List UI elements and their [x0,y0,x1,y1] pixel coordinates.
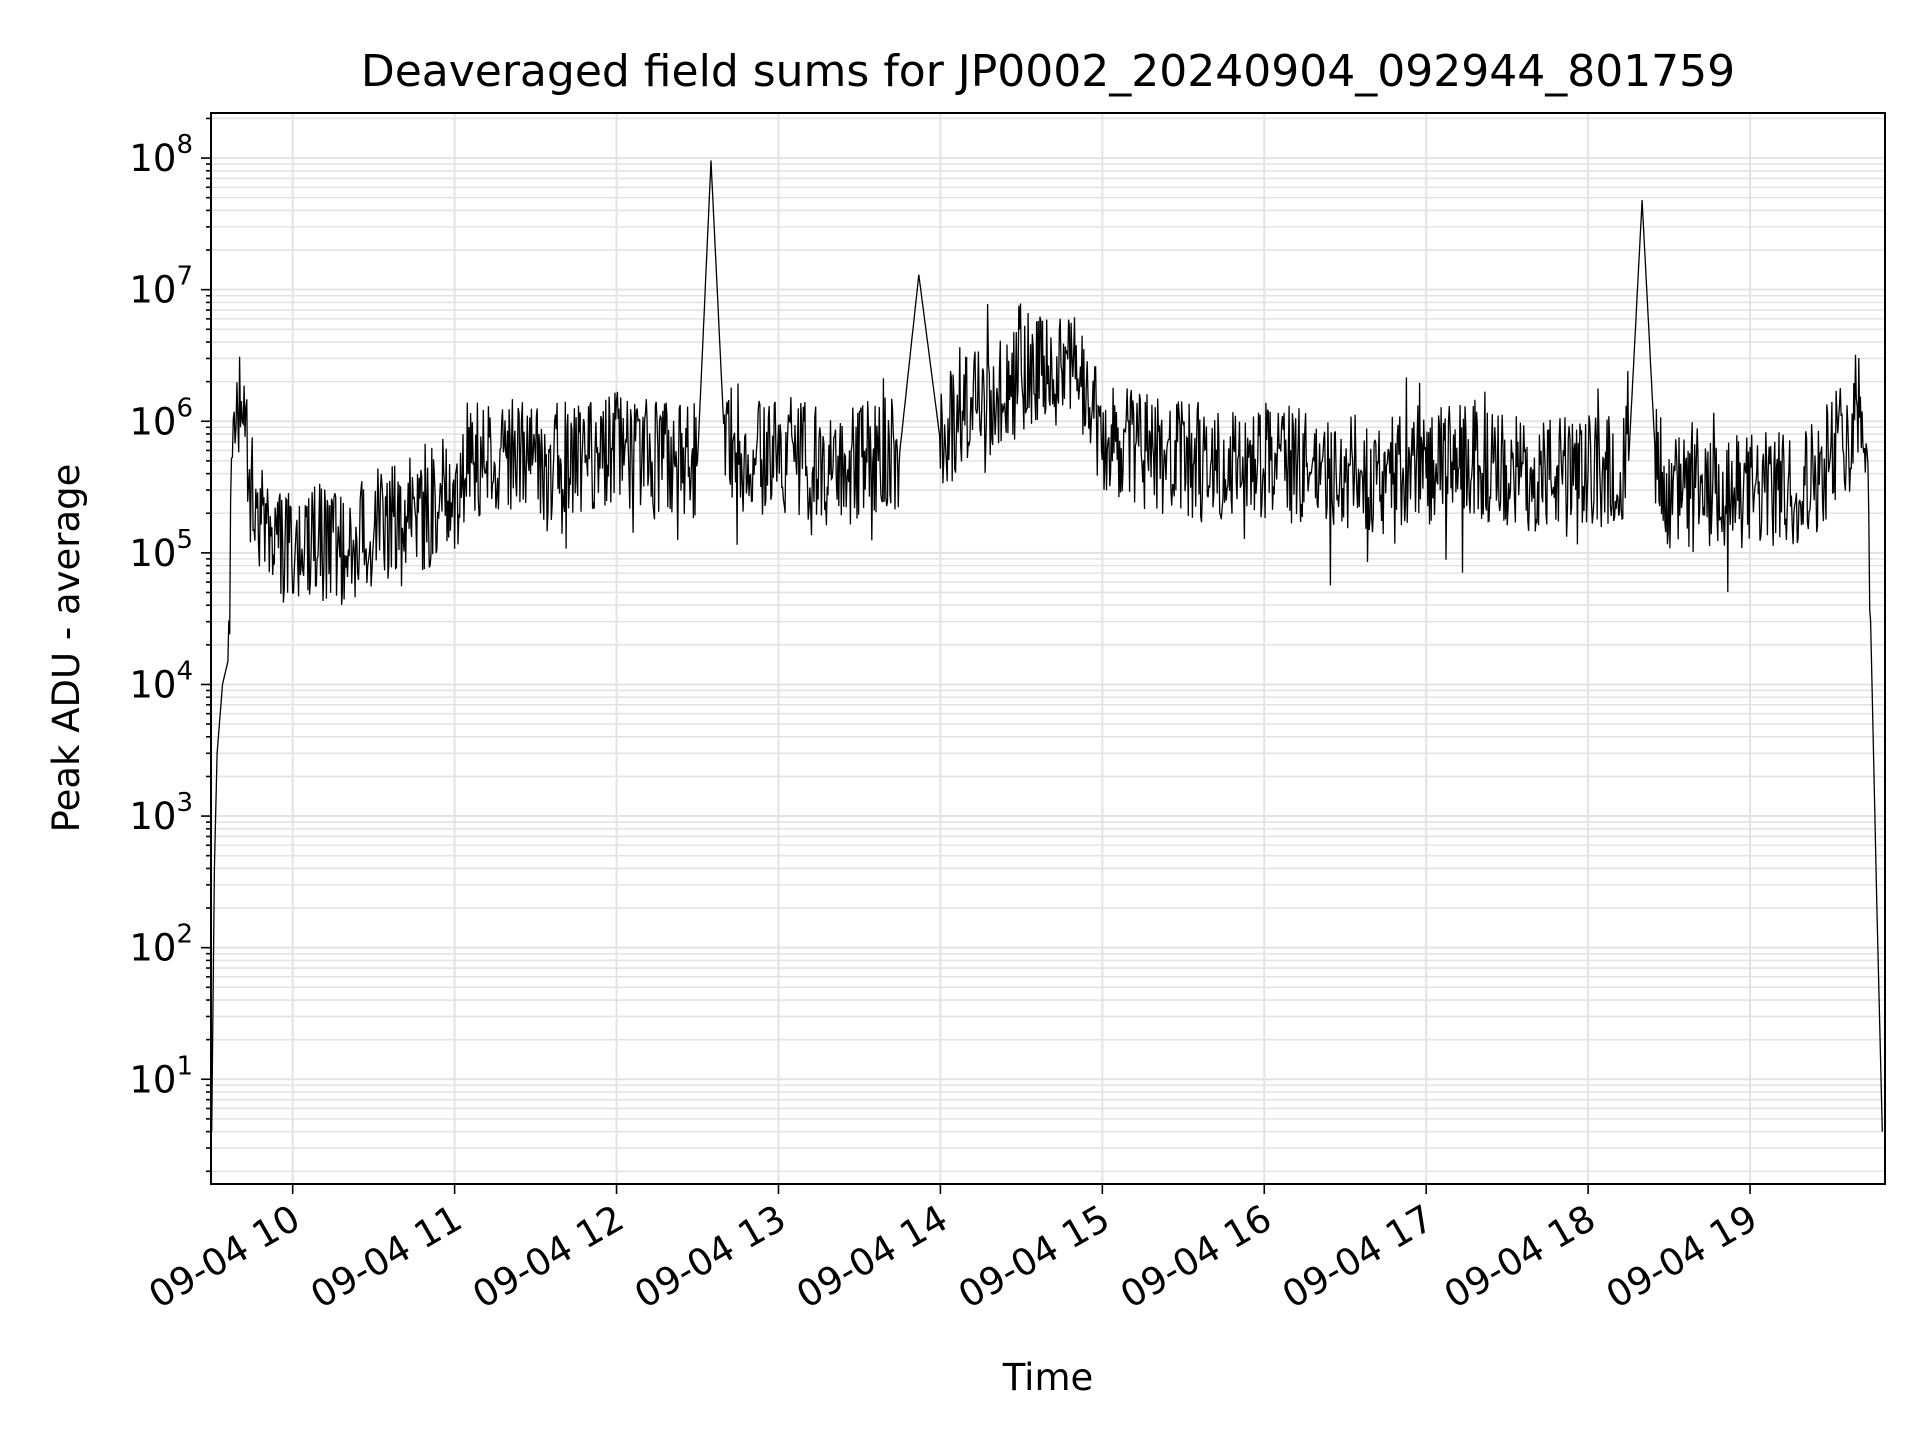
x-tick-label: 09-04 17 [1275,1197,1441,1317]
y-tick-label: 105 [129,525,193,575]
y-axis-label: Peak ADU - average [45,464,88,833]
plot-frame [210,112,1886,1185]
x-axis-label: Time [1002,1356,1094,1399]
y-tick-label: 104 [129,656,193,706]
x-tick-label: 09-04 13 [627,1197,793,1317]
grid-lines [211,113,1885,1184]
series-line [211,160,1883,1132]
y-tick-label: 108 [129,130,193,180]
x-tick-label: 09-04 18 [1437,1197,1603,1317]
x-tick-label: 09-04 12 [465,1197,631,1317]
chart-title: Deaveraged field sums for JP0002_2024090… [361,46,1735,97]
y-tick-label: 103 [129,788,193,838]
x-tick-label: 09-04 14 [789,1197,955,1317]
y-tick-label: 101 [129,1051,193,1101]
y-tick-label: 107 [129,262,193,312]
y-tick-label: 102 [129,920,193,970]
x-tick-label: 09-04 19 [1599,1197,1765,1317]
x-tick-label: 09-04 16 [1113,1197,1279,1317]
x-tick-label: 09-04 15 [951,1197,1117,1317]
x-tick-label: 09-04 10 [142,1197,308,1317]
y-tick-label: 106 [129,393,193,443]
series-layer [211,160,1883,1132]
x-tick-label: 09-04 11 [304,1197,470,1317]
